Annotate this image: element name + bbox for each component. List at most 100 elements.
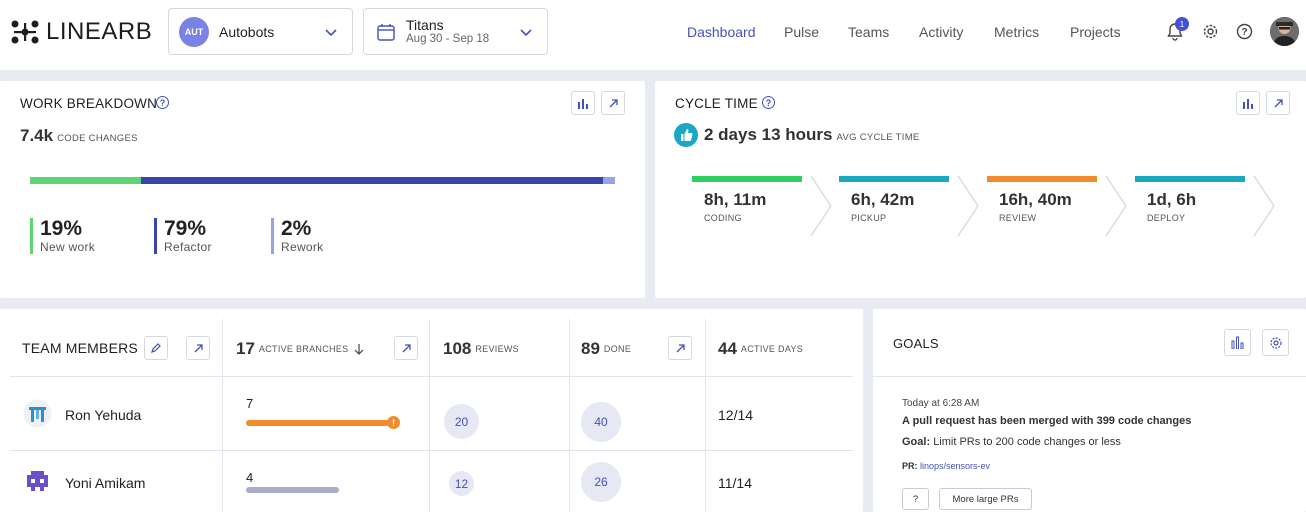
branch-count: 4: [246, 470, 254, 485]
breakdown-segment: [30, 177, 142, 184]
pr-link[interactable]: linops/sensors-ev: [920, 461, 991, 471]
pr-prefix: PR:: [902, 461, 918, 471]
nav-pulse[interactable]: Pulse: [784, 24, 820, 40]
done-count[interactable]: 26: [581, 462, 621, 502]
help-button[interactable]: ?: [902, 488, 929, 510]
linearb-logo[interactable]: LINEARB: [10, 18, 152, 46]
team-avatar: AUT: [179, 16, 209, 47]
chart-view-button[interactable]: [1236, 91, 1260, 115]
logo-icon: [11, 20, 39, 44]
member-name[interactable]: Yoni Amikam: [65, 475, 146, 491]
stat-color-line: [271, 218, 274, 254]
stat-refactor: 79% Refactor: [154, 218, 212, 254]
team-name: Autobots: [219, 23, 275, 40]
goal-description: Goal: Limit PRs to 200 code changes or l…: [902, 436, 1121, 448]
chevron-right-icon: [810, 176, 832, 236]
help-icon[interactable]: ?: [1236, 23, 1253, 40]
arrow-up-right-icon: [194, 343, 203, 352]
stage-review: 16h, 40m REVIEW: [987, 176, 1127, 236]
stat-color-line: [30, 218, 33, 254]
stat-label: Rework: [281, 240, 324, 254]
expand-button[interactable]: [186, 336, 210, 360]
calendar-icon: [377, 23, 395, 41]
column-label: ACTIVE BRANCHES: [258, 344, 349, 354]
header-active-branches[interactable]: 17 ACTIVE BRANCHES: [236, 339, 364, 359]
stage-color-bar: [987, 176, 1097, 182]
team-members-title: TEAM MEMBERS: [22, 340, 138, 356]
warning-icon[interactable]: !: [387, 416, 400, 429]
header-reviews[interactable]: 108 REVIEWS: [443, 339, 519, 359]
stage-color-bar: [692, 176, 802, 182]
stage-deploy: 1d, 6h DEPLOY: [1135, 176, 1275, 236]
gear-icon: [1269, 336, 1282, 349]
active-days: 11/14: [718, 475, 752, 491]
more-large-prs-button[interactable]: More large PRs: [939, 488, 1032, 510]
column-total: 89: [581, 339, 600, 358]
stage-coding: 8h, 11m CODING: [692, 176, 832, 236]
expand-button[interactable]: [394, 336, 418, 360]
goals-title: GOALS: [893, 336, 939, 351]
stat-new-work: 19% New work: [30, 218, 95, 254]
gear-icon[interactable]: [1202, 23, 1219, 40]
team-members-card: TEAM MEMBERS 17 ACTIVE BRANCHES 108 REVI…: [0, 309, 863, 512]
sprint-dates: Aug 30 - Sep 18: [406, 32, 490, 45]
column-divider: [705, 319, 706, 512]
goal-prefix: Goal:: [902, 436, 931, 448]
info-icon[interactable]: ?: [762, 96, 775, 109]
chevron-down-icon: [520, 29, 532, 37]
stat-percent: 79%: [164, 217, 207, 240]
header-done[interactable]: 89 DONE: [581, 339, 631, 359]
arrow-up-right-icon: [402, 343, 411, 352]
member-name[interactable]: Ron Yehuda: [65, 407, 142, 423]
settings-button[interactable]: [1262, 329, 1289, 356]
chart-view-button[interactable]: [571, 91, 595, 115]
code-changes-label: CODE CHANGES: [57, 133, 138, 144]
member-avatar: [23, 467, 52, 496]
pencil-icon: [151, 343, 161, 353]
chevron-right-icon: [1253, 176, 1275, 236]
nav-projects[interactable]: Projects: [1070, 24, 1121, 40]
edit-team-button[interactable]: [144, 336, 168, 360]
header-active-days[interactable]: 44 ACTIVE DAYS: [718, 339, 803, 359]
bar-chart-icon: [1243, 98, 1253, 109]
reviews-count[interactable]: 20: [444, 404, 479, 439]
stage-label: DEPLOY: [1147, 213, 1186, 223]
chart-view-button[interactable]: [1224, 329, 1251, 356]
stat-percent: 19%: [40, 217, 83, 240]
column-label: REVIEWS: [475, 344, 519, 354]
nav-dashboard[interactable]: Dashboard: [687, 24, 756, 40]
goals-divider: [873, 376, 1306, 377]
member-avatar: [23, 399, 52, 428]
branch-progress-bar: [246, 420, 389, 426]
expand-button[interactable]: [668, 336, 692, 360]
sprint-selector[interactable]: Titans Aug 30 - Sep 18: [363, 8, 548, 55]
column-label: DONE: [603, 344, 632, 354]
row-divider: [10, 376, 853, 377]
active-days: 12/14: [718, 407, 754, 423]
stage-label: REVIEW: [999, 213, 1037, 223]
done-count[interactable]: 40: [581, 402, 621, 442]
nav-metrics[interactable]: Metrics: [994, 24, 1040, 40]
stat-color-line: [154, 218, 157, 254]
team-selector[interactable]: AUT Autobots: [168, 8, 353, 55]
reviews-count[interactable]: 12: [449, 471, 474, 496]
stage-value: 6h, 42m: [851, 190, 915, 209]
stage-value: 16h, 40m: [999, 190, 1072, 209]
column-divider: [569, 319, 570, 512]
user-avatar[interactable]: [1270, 17, 1299, 46]
expand-button[interactable]: [1266, 91, 1290, 115]
info-icon[interactable]: ?: [156, 96, 169, 109]
expand-button[interactable]: [601, 91, 625, 115]
arrow-up-right-icon: [676, 343, 685, 352]
stage-value: 8h, 11m: [704, 190, 767, 209]
goal-message: A pull request has been merged with 399 …: [902, 415, 1192, 427]
cycle-time-card: CYCLE TIME ? 2 days 13 hours AVG CYCLE T…: [655, 81, 1306, 298]
nav-teams[interactable]: Teams: [848, 24, 890, 40]
stage-label: CODING: [704, 213, 742, 223]
nav-activity[interactable]: Activity: [919, 24, 964, 40]
code-changes-total: 7.4k: [20, 126, 54, 145]
stat-percent: 2%: [281, 217, 312, 240]
avg-cycle-time-value: 2 days 13 hours: [704, 125, 833, 144]
column-divider: [222, 319, 223, 512]
stat-label: Refactor: [164, 240, 212, 254]
